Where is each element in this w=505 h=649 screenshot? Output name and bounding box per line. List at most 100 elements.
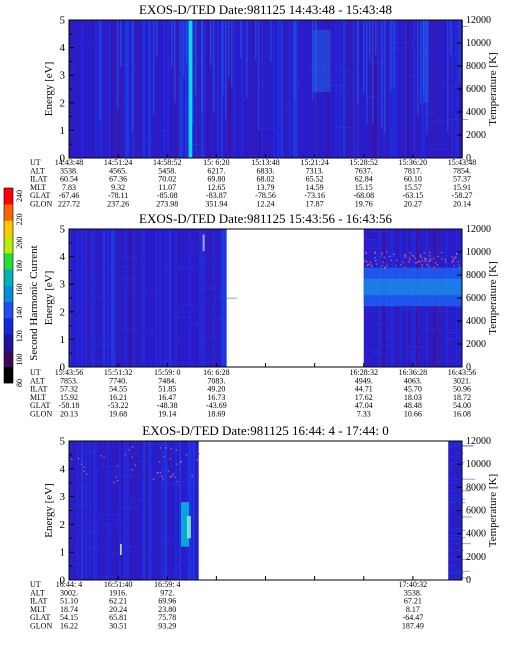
temperature-point — [198, 453, 200, 455]
spectrogram-texture — [449, 577, 470, 579]
y2-tick-label: 2000 — [466, 130, 486, 141]
spectrogram-streak — [273, 20, 275, 158]
ephemeris-value: 20.27 — [404, 200, 422, 209]
spectrogram-texture — [336, 70, 354, 72]
spectrogram-streak — [145, 441, 147, 580]
temperature-point — [103, 456, 105, 458]
spectrogram-streak — [313, 20, 315, 158]
ephemeris-value: 3538. — [404, 588, 422, 597]
ephemeris-value: 7854. — [453, 166, 471, 175]
ephemeris-value: 62.21 — [109, 597, 127, 606]
y2-tick-label: 6000 — [466, 84, 486, 95]
spectrogram-streak — [201, 20, 203, 113]
spectrogram-streak — [222, 20, 224, 95]
spectrogram-texture — [336, 127, 355, 129]
spectrogram-streak — [153, 20, 155, 115]
ephemeris-value: 30.51 — [109, 622, 127, 631]
spectrogram-streak — [121, 229, 123, 367]
y2-tick-label: 2000 — [466, 339, 486, 350]
spectrogram-streak — [186, 20, 188, 63]
spectrogram-texture — [117, 328, 124, 330]
spectrogram-streak — [294, 20, 296, 102]
temperature-point — [100, 455, 102, 457]
temperature-point — [169, 476, 172, 478]
ephemeris-value: -83.87 — [206, 191, 227, 200]
spectrogram-texture — [422, 255, 444, 257]
ephemeris-value: 6833. — [257, 166, 275, 175]
temperature-point — [374, 257, 376, 259]
temperature-point — [371, 265, 373, 267]
colorbar-tick-label: 140 — [15, 307, 24, 319]
spectrogram-texture — [83, 452, 96, 454]
spectrogram-streak — [192, 20, 194, 125]
spectrogram-streak — [125, 441, 127, 580]
intensity-band — [422, 20, 429, 103]
spectrogram-streak — [143, 20, 145, 158]
ephemeris-value: 3021. — [453, 376, 471, 385]
spectrogram-texture — [74, 485, 90, 487]
ephemeris-value: -78.56 — [255, 191, 276, 200]
spectrogram-texture — [444, 338, 456, 340]
temperature-point — [386, 265, 388, 267]
spectrogram-texture — [100, 575, 114, 577]
temperature-point — [456, 253, 458, 255]
y2-tick-label: 0 — [466, 575, 471, 586]
ephemeris-value: 18.69 — [207, 410, 225, 419]
spectrogram-streak — [167, 20, 169, 158]
ephemeris-value: 57.37 — [453, 175, 471, 184]
ephemeris-value: 13.79 — [257, 183, 275, 192]
ephemeris-row-label: ILAT — [30, 597, 47, 606]
spectrogram-texture — [82, 287, 97, 289]
spectrogram-panel-3: EXOS-D/TED Date:981125 16:44: 4 - 17:44:… — [30, 423, 499, 631]
spectrogram-streak — [197, 20, 199, 158]
spectrogram-streak — [169, 229, 171, 367]
ephemeris-value: 4949. — [355, 376, 373, 385]
ephemeris-value: 57.32 — [60, 385, 78, 394]
spectrogram-streak — [433, 20, 435, 158]
spectrogram-texture — [193, 324, 201, 326]
spectrogram-texture — [308, 64, 331, 66]
spectrogram-texture — [337, 89, 356, 91]
temperature-point — [366, 265, 368, 267]
spectrogram-streak — [451, 20, 453, 158]
spectrogram-streak — [411, 20, 413, 158]
temperature-point — [457, 261, 459, 263]
temperature-point — [162, 478, 164, 480]
spectrogram-streak — [107, 229, 109, 367]
ephemeris-value: 18.72 — [453, 393, 471, 402]
spectrogram-streak — [228, 20, 230, 77]
spectrogram-streak — [295, 20, 297, 158]
colorbar-tick-label: 120 — [15, 330, 24, 342]
spectrogram-streak — [181, 20, 183, 158]
temperature-point — [169, 458, 171, 460]
spectrogram-texture — [116, 507, 140, 509]
spectrogram-streak — [285, 20, 287, 158]
temperature-point — [165, 447, 167, 449]
intensity-spike — [181, 502, 190, 547]
ephemeris-value: 16.22 — [60, 622, 78, 631]
spectrogram-texture — [75, 453, 82, 455]
ephemeris-value: 75.78 — [158, 613, 176, 622]
spectrogram-texture — [448, 490, 472, 492]
spectrogram-texture — [451, 570, 470, 572]
spectrogram-streak — [455, 20, 457, 158]
temperature-point — [159, 447, 161, 449]
spectrogram-streak — [125, 20, 127, 158]
colorbar-segment — [4, 285, 13, 303]
temperature-point — [423, 257, 426, 259]
y2-tick-label: 4000 — [466, 529, 486, 540]
spectrogram-texture — [450, 462, 465, 464]
spectrogram-streak — [241, 20, 243, 158]
spectrogram-texture — [181, 143, 206, 145]
colorbar-tick-label: 220 — [15, 213, 24, 225]
spectrogram-texture — [78, 531, 101, 533]
spectrogram-texture — [111, 277, 136, 279]
spectrogram-texture — [162, 31, 174, 33]
y-tick-label: 4 — [60, 42, 66, 54]
spectrogram-texture — [433, 120, 448, 122]
temperature-point — [424, 260, 426, 262]
spectrogram-streak — [213, 20, 215, 113]
ephemeris-row-label: ILAT — [30, 385, 47, 394]
spectrogram-streak — [437, 20, 439, 158]
colorbar-segment — [4, 350, 13, 368]
